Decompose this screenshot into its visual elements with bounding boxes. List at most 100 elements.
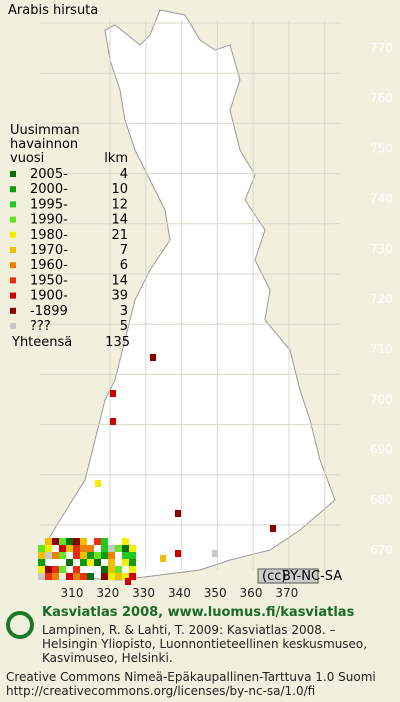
record-square bbox=[101, 573, 108, 580]
citation: Kasvimuseo, Helsinki. bbox=[42, 651, 173, 665]
cc-badge: (cc) BY-NC-SA bbox=[257, 568, 342, 584]
record-square bbox=[129, 566, 136, 573]
legend-swatch bbox=[10, 307, 16, 314]
record-square bbox=[38, 559, 45, 566]
record-square bbox=[80, 552, 87, 559]
legend-swatch bbox=[10, 186, 16, 193]
y-grid-label: 690 bbox=[370, 443, 393, 457]
legend-total-label: Yhteensä bbox=[11, 335, 72, 350]
record-square bbox=[129, 559, 136, 566]
record-square bbox=[80, 573, 87, 580]
record-square bbox=[94, 552, 101, 559]
x-grid-label: 330 bbox=[132, 586, 155, 600]
cc-label: (cc) bbox=[262, 569, 286, 584]
record-square bbox=[38, 573, 45, 580]
legend-label: 1995- bbox=[30, 197, 68, 212]
record-square bbox=[73, 545, 80, 552]
record-square bbox=[38, 566, 45, 573]
y-grid-label: 770 bbox=[370, 41, 393, 55]
legend-count: 12 bbox=[111, 197, 128, 212]
y-grid-label: 700 bbox=[370, 392, 393, 406]
record-square bbox=[101, 566, 108, 573]
legend-swatch bbox=[10, 171, 16, 177]
record-square bbox=[52, 566, 59, 573]
citation: Helsingin Yliopisto, Luonnontieteellinen… bbox=[42, 637, 367, 651]
record-square bbox=[59, 566, 66, 573]
legend-heading: havainnon bbox=[10, 137, 78, 152]
record-square bbox=[160, 555, 166, 562]
legend-swatch bbox=[10, 216, 16, 223]
legend-count: 6 bbox=[120, 258, 128, 273]
legend-swatch bbox=[10, 247, 16, 253]
record-square bbox=[212, 550, 218, 557]
legend-swatch bbox=[10, 231, 16, 238]
record-square bbox=[45, 566, 52, 573]
y-grid-label: 710 bbox=[370, 342, 393, 356]
legend-label: 1950- bbox=[30, 273, 68, 288]
legend-count: 4 bbox=[120, 167, 128, 182]
record-square bbox=[38, 552, 45, 559]
record-square bbox=[66, 545, 73, 552]
record-square bbox=[59, 545, 66, 552]
record-square bbox=[122, 545, 129, 552]
legend-label: 2005- bbox=[30, 167, 68, 182]
species-title: Arabis hirsuta bbox=[8, 3, 98, 18]
records bbox=[38, 354, 276, 585]
legend-count: 3 bbox=[120, 304, 128, 319]
record-square bbox=[101, 538, 108, 545]
record-square bbox=[129, 573, 136, 580]
record-square bbox=[87, 573, 94, 580]
legend-label: -1899 bbox=[30, 304, 68, 319]
legend-swatch bbox=[10, 323, 16, 329]
legend-count: 5 bbox=[120, 319, 128, 334]
record-square bbox=[95, 480, 101, 487]
y-grid-label: 720 bbox=[370, 292, 393, 306]
record-square bbox=[87, 545, 94, 552]
legend-count: 14 bbox=[111, 213, 128, 228]
legend-label: 1900- bbox=[30, 289, 68, 304]
record-square bbox=[122, 559, 129, 566]
legend-count: 21 bbox=[111, 228, 128, 243]
x-grid-label: 360 bbox=[240, 586, 263, 600]
record-square bbox=[52, 538, 59, 545]
x-grid-label: 320 bbox=[96, 586, 119, 600]
grid: 310 320 330 340 350 360 3706706806907007107207… bbox=[40, 20, 393, 600]
record-square bbox=[73, 573, 80, 580]
record-square bbox=[122, 552, 129, 559]
record-square bbox=[108, 545, 115, 552]
y-grid-label: 670 bbox=[370, 543, 393, 557]
legend-heading: Uusimman bbox=[10, 123, 80, 138]
cc-badge-text: BY-NC-SA bbox=[282, 569, 342, 584]
record-square bbox=[52, 552, 59, 559]
finland-outline bbox=[44, 9, 336, 581]
record-square bbox=[175, 510, 181, 517]
record-square bbox=[122, 573, 129, 580]
x-grid-label: 370 bbox=[275, 586, 298, 600]
record-square bbox=[59, 552, 66, 559]
x-grid-label: 340 bbox=[168, 586, 191, 600]
record-square bbox=[110, 418, 116, 425]
record-square bbox=[115, 566, 122, 573]
record-square bbox=[108, 573, 115, 580]
record-square bbox=[115, 545, 122, 552]
legend-count: 39 bbox=[111, 289, 128, 304]
record-square bbox=[45, 573, 52, 580]
legend-swatch bbox=[10, 292, 16, 299]
record-square bbox=[108, 566, 115, 573]
record-square bbox=[150, 354, 156, 361]
y-grid-label: 740 bbox=[370, 192, 393, 206]
record-square bbox=[270, 525, 276, 532]
legend-total: 135 bbox=[105, 335, 130, 350]
x-grid-label: 350 bbox=[204, 586, 227, 600]
record-square bbox=[94, 559, 101, 566]
record-square bbox=[87, 552, 94, 559]
record-square bbox=[38, 545, 45, 552]
legend-count: 10 bbox=[111, 182, 128, 197]
record-square bbox=[129, 545, 136, 552]
record-square bbox=[45, 545, 52, 552]
legend-label: 1990- bbox=[30, 213, 68, 228]
record-square bbox=[108, 552, 115, 559]
legend-label: ??? bbox=[30, 319, 51, 334]
logo bbox=[6, 611, 34, 639]
